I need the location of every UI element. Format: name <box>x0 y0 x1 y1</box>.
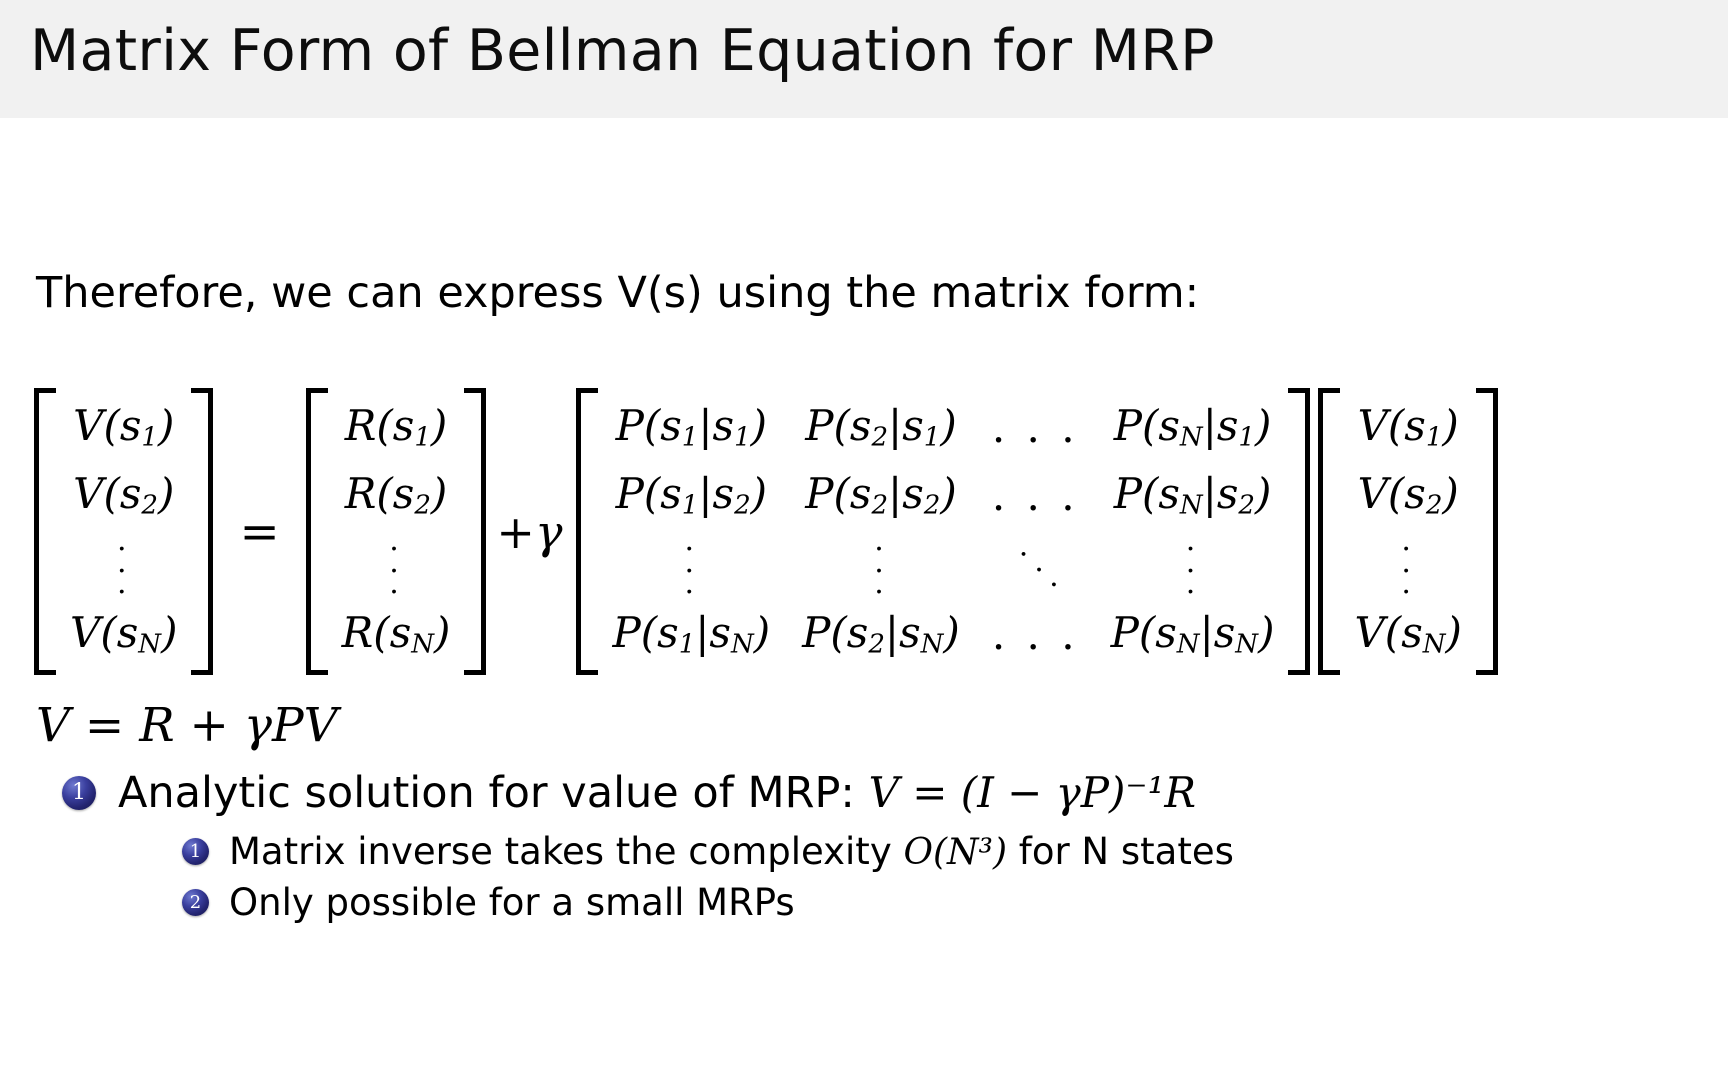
matrix-cell: P(s1|sN) <box>612 607 771 660</box>
equals-sign: = <box>239 503 280 560</box>
matrix-cell: P(s2|sN) <box>802 607 960 660</box>
matrix-cell: V(sN) <box>70 607 178 660</box>
intro-sentence: Therefore, we can express V(s) using the… <box>36 268 1200 318</box>
matrix-cell: R(sN) <box>341 607 451 660</box>
matrix-row: ... <box>1338 523 1477 602</box>
numbered-bullet-icon: 1 <box>62 776 96 810</box>
table-row: P(s1|sN) P(s2|sN) . . . P(sN|sN) <box>596 601 1290 669</box>
list-item-label: Only possible for a small MRPs <box>229 881 795 924</box>
plus-gamma-operator: +γ <box>496 504 563 559</box>
matrix-cell: P(s1|s2) <box>615 468 768 521</box>
matrix-cell-vdots: ... <box>1401 523 1415 602</box>
matrix-row: V(sN) <box>1338 601 1477 669</box>
matrix-cell-vdots: ... <box>116 523 131 602</box>
matrix-form-equation: V(s1) V(s2) ... V(sN) = R(s1) <box>30 388 1502 676</box>
matrix-cell: R(s2) <box>344 468 448 521</box>
matrix-row: V(s1) <box>54 394 193 462</box>
list-item-text: Only possible for a small MRPs <box>229 881 795 924</box>
page-title: Matrix Form of Bellman Equation for MRP <box>30 18 1215 84</box>
matrix-row: V(sN) <box>54 601 193 669</box>
matrix-cell-vdots: ... <box>1185 523 1200 602</box>
value-vector-right-table: V(s1) V(s2) ... V(sN) <box>1338 394 1477 669</box>
matrix-cell: P(s2|s1) <box>805 400 957 453</box>
matrix-cell-vdots: ... <box>684 523 699 602</box>
matrix-cell: V(sN) <box>1354 607 1462 660</box>
slide-body: Therefore, we can express V(s) using the… <box>0 118 1728 1080</box>
matrix-row: V(s1) <box>1338 394 1477 462</box>
summary-equation: V = R + γPV <box>36 698 338 753</box>
list-item: 1 Matrix inverse takes the complexity O(… <box>182 830 1234 873</box>
transition-probability-matrix: P(s1|s1) P(s2|s1) . . . P(sN|s1) P(s1|s2… <box>576 388 1311 676</box>
reward-vector-table: R(s1) R(s2) ... R(sN) <box>326 394 467 669</box>
matrix-row: ... <box>54 523 193 602</box>
list-item-text-after: for N states <box>1018 830 1234 873</box>
matrix-cell: V(s1) <box>1357 400 1459 453</box>
value-vector-right: V(s1) V(s2) ... V(sN) <box>1318 388 1499 676</box>
matrix-row: R(s1) <box>326 394 467 462</box>
table-row: ... ... ... ... <box>596 523 1290 602</box>
matrix-cell: P(sN|s2) <box>1113 468 1272 521</box>
list-item: 2 Only possible for a small MRPs <box>182 881 1234 924</box>
value-vector-left: V(s1) V(s2) ... V(sN) <box>34 388 214 676</box>
matrix-cell: V(s2) <box>1357 468 1459 521</box>
matrix-cell-hdots: . . . <box>991 609 1079 659</box>
list-item-text: Analytic solution for value of MRP: <box>118 768 855 818</box>
list-item: 1 Analytic solution for value of MRP: V … <box>62 768 1196 818</box>
table-row: P(s1|s1) P(s2|s1) . . . P(sN|s1) <box>596 394 1290 462</box>
reward-vector: R(s1) R(s2) ... R(sN) <box>305 388 487 676</box>
analytic-solution-equation: V = (I − γP)⁻¹R <box>868 768 1197 817</box>
list-item-label: Matrix inverse takes the complexity O(N³… <box>229 830 1234 873</box>
list-item-label: Analytic solution for value of MRP: V = … <box>118 768 1196 818</box>
matrix-cell: P(s2|s2) <box>805 468 957 521</box>
matrix-cell-hdots: . . . <box>991 470 1079 520</box>
matrix-cell: P(sN|s1) <box>1113 400 1272 453</box>
matrix-cell: P(s1|s1) <box>615 400 768 453</box>
slide-title-bar: Matrix Form of Bellman Equation for MRP <box>0 0 1728 118</box>
table-row: P(s1|s2) P(s2|s2) . . . P(sN|s2) <box>596 462 1290 530</box>
matrix-cell-vdots: ... <box>389 523 403 602</box>
numbered-bullet-icon: 2 <box>182 889 209 916</box>
matrix-cell: V(s1) <box>73 400 175 453</box>
value-vector-left-table: V(s1) V(s2) ... V(sN) <box>54 394 193 669</box>
transition-matrix-table: P(s1|s1) P(s2|s1) . . . P(sN|s1) P(s1|s2… <box>596 394 1290 669</box>
matrix-cell-hdots: . . . <box>991 402 1079 452</box>
list-item-text: Matrix inverse takes the complexity <box>229 830 892 873</box>
matrix-row: V(s2) <box>54 462 193 530</box>
enumerate-level-1: 1 Analytic solution for value of MRP: V … <box>62 768 1196 824</box>
numbered-bullet-icon: 1 <box>182 838 209 865</box>
matrix-cell-ddots: ... <box>1002 529 1068 595</box>
matrix-cell-vdots: ... <box>874 523 888 602</box>
matrix-cell: R(s1) <box>344 400 448 453</box>
matrix-row: V(s2) <box>1338 462 1477 530</box>
matrix-row: R(sN) <box>326 601 467 669</box>
matrix-row: ... <box>326 523 467 602</box>
matrix-cell: P(sN|sN) <box>1110 607 1275 660</box>
matrix-cell: V(s2) <box>73 468 175 521</box>
enumerate-level-2: 1 Matrix inverse takes the complexity O(… <box>182 830 1234 932</box>
matrix-row: R(s2) <box>326 462 467 530</box>
complexity-equation: O(N³) <box>903 832 1008 873</box>
